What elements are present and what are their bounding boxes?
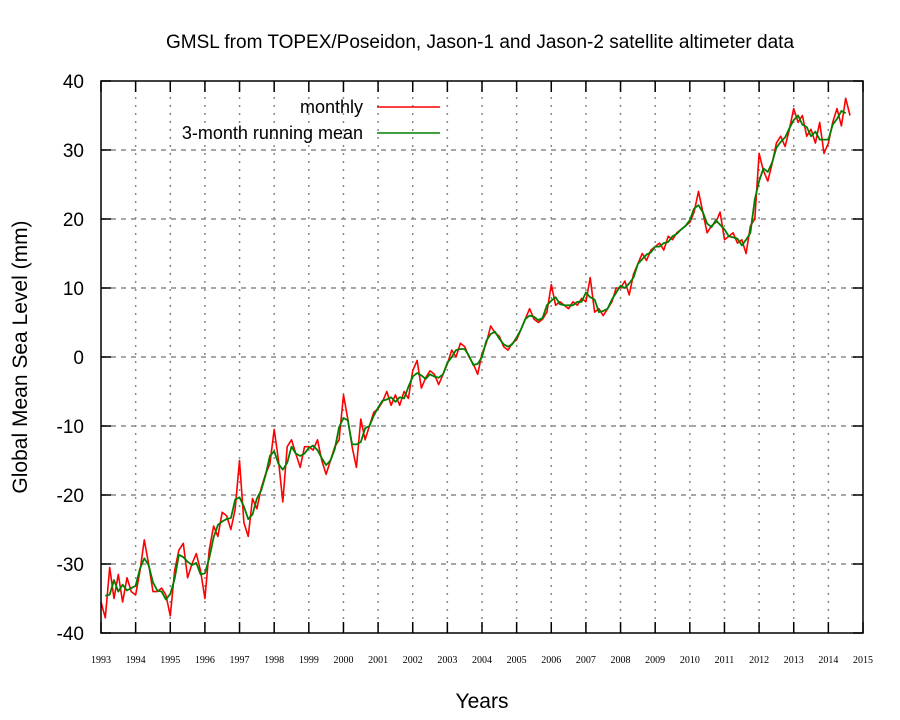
y-tick-label: 10: [63, 279, 84, 300]
y-tick-label: -40: [57, 624, 84, 645]
x-tick-label: 1997: [230, 655, 250, 666]
x-tick-label: 1998: [264, 655, 284, 666]
x-tick-label: 1994: [126, 655, 146, 666]
legend-label-monthly: monthly: [300, 97, 363, 117]
plot-frame: [100, 80, 864, 634]
x-tick-label: 1995: [160, 655, 180, 666]
x-tick-label: 1993: [91, 655, 111, 666]
tick-labels: 1993 1994 1995 1996 1997 1998 1999 2000 2001 2002…: [57, 72, 873, 666]
x-tick-label: 2004: [472, 655, 492, 666]
y-tick-label: 0: [73, 348, 84, 369]
x-tick-label: 2000: [333, 655, 353, 666]
series-monthly-line: [100, 97, 851, 619]
y-tick-label: -20: [57, 486, 84, 507]
x-tick-label: 2015: [853, 655, 873, 666]
x-tick-label: 2001: [368, 655, 388, 666]
legend-label-running-mean: 3-month running mean: [182, 123, 363, 143]
y-tick-label: -30: [57, 555, 84, 576]
x-tick-label: 2012: [749, 655, 769, 666]
x-tick-label: 2002: [403, 655, 423, 666]
x-tick-label: 2011: [715, 655, 735, 666]
x-tick-label: 2009: [645, 655, 665, 666]
y-tick-label: -10: [57, 417, 84, 438]
y-tick-label: 40: [63, 72, 84, 93]
legend: monthly 3-month running mean: [182, 97, 440, 143]
x-tick-label: 1996: [195, 655, 215, 666]
x-tick-label: 2008: [611, 655, 631, 666]
y-tick-label: 20: [63, 210, 84, 231]
x-tick-label: 2010: [680, 655, 700, 666]
chart-title: GMSL from TOPEX/Poseidon, Jason-1 and Ja…: [166, 32, 794, 53]
x-tick-label: 2003: [437, 655, 457, 666]
x-axis-label: Years: [456, 690, 509, 713]
series-group: [100, 97, 851, 619]
x-tick-label: 2005: [507, 655, 527, 666]
x-tick-label: 2007: [576, 655, 596, 666]
x-tick-label: 2014: [818, 655, 838, 666]
series-running-mean-line: [105, 110, 847, 601]
y-tick-label: 30: [63, 141, 84, 162]
y-axis-label: Global Mean Sea Level (mm): [9, 220, 32, 493]
x-tick-label: 2006: [541, 655, 561, 666]
x-tick-label: 1999: [299, 655, 319, 666]
x-tick-label: 2013: [784, 655, 804, 666]
